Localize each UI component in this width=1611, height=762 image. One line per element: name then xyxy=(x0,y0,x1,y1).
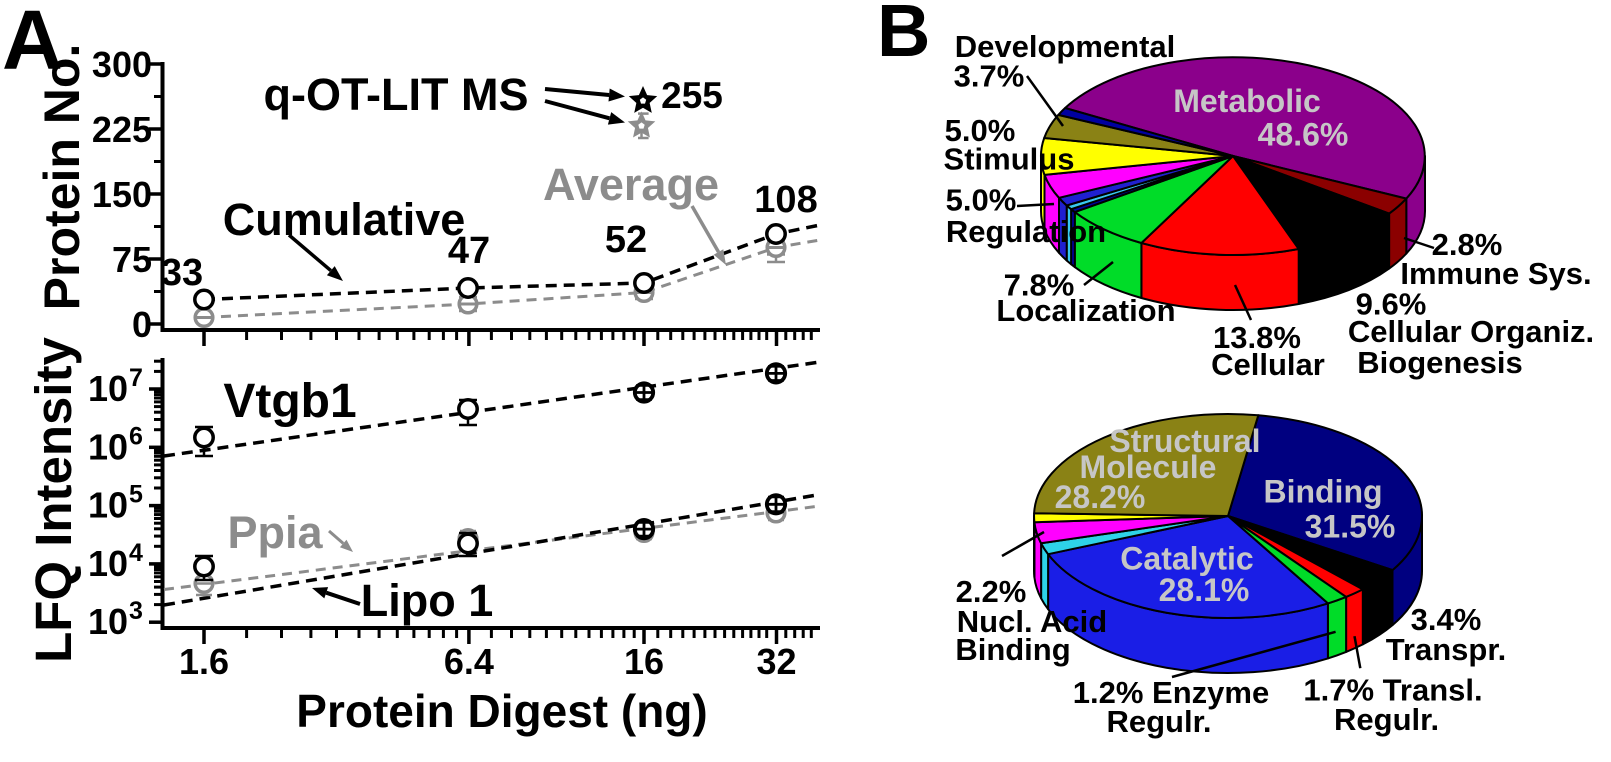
svg-text:28.1%: 28.1% xyxy=(1159,572,1250,608)
svg-text:Nucl. Acid: Nucl. Acid xyxy=(957,604,1107,639)
svg-text:Vtgb1: Vtgb1 xyxy=(223,375,356,428)
svg-text:2.2%: 2.2% xyxy=(956,574,1027,609)
svg-text:48.6%: 48.6% xyxy=(1258,117,1349,153)
svg-text:300: 300 xyxy=(92,44,152,85)
svg-text:Localization: Localization xyxy=(996,293,1175,328)
svg-text:3.4%: 3.4% xyxy=(1411,602,1482,637)
svg-text:5: 5 xyxy=(129,481,143,509)
svg-text:6.4: 6.4 xyxy=(444,641,494,682)
svg-text:Transpr.: Transpr. xyxy=(1386,632,1507,667)
svg-text:16: 16 xyxy=(624,641,664,682)
svg-text:Molecule: Molecule xyxy=(1080,449,1217,485)
svg-text:225: 225 xyxy=(92,109,152,150)
svg-text:10: 10 xyxy=(88,485,128,526)
svg-text:10: 10 xyxy=(88,601,128,642)
svg-text:Catalytic: Catalytic xyxy=(1120,541,1253,577)
svg-text:52: 52 xyxy=(605,219,647,261)
svg-text:B: B xyxy=(877,0,930,72)
svg-text:5.0%: 5.0% xyxy=(946,183,1017,218)
svg-text:10: 10 xyxy=(88,368,128,409)
svg-text:32: 32 xyxy=(756,641,796,682)
svg-text:5.0%: 5.0% xyxy=(945,113,1016,148)
svg-text:Regulation: Regulation xyxy=(946,214,1106,249)
svg-text:Ppia: Ppia xyxy=(227,507,323,558)
svg-text:Structural: Structural xyxy=(1109,423,1260,459)
svg-text:Regulr.: Regulr. xyxy=(1106,704,1211,739)
svg-text:2.8%: 2.8% xyxy=(1432,227,1503,262)
svg-text:255: 255 xyxy=(661,75,723,116)
svg-text:Metabolic: Metabolic xyxy=(1173,83,1321,119)
svg-text:Cumulative: Cumulative xyxy=(223,194,466,245)
svg-text:Stimulus: Stimulus xyxy=(944,142,1075,177)
svg-text:Cellular: Cellular xyxy=(1211,347,1325,382)
svg-text:Developmental: Developmental xyxy=(955,29,1176,64)
svg-text:9.6%: 9.6% xyxy=(1356,287,1427,322)
svg-text:Protein No.: Protein No. xyxy=(34,44,90,311)
svg-text:Immune Sys.: Immune Sys. xyxy=(1400,256,1591,291)
svg-text:q-OT-LIT MS: q-OT-LIT MS xyxy=(264,69,529,120)
svg-text:Average: Average xyxy=(543,159,719,210)
svg-text:10: 10 xyxy=(88,426,128,467)
svg-text:6: 6 xyxy=(129,422,143,450)
svg-text:3: 3 xyxy=(129,597,143,625)
svg-text:1.7% Transl.: 1.7% Transl. xyxy=(1303,673,1482,708)
svg-text:LFQ Intensity: LFQ Intensity xyxy=(25,336,82,662)
svg-text:Regulr.: Regulr. xyxy=(1334,702,1439,737)
svg-text:28.2%: 28.2% xyxy=(1055,479,1146,515)
svg-text:75: 75 xyxy=(112,239,152,280)
svg-text:47: 47 xyxy=(448,230,490,272)
svg-text:108: 108 xyxy=(754,179,817,221)
svg-text:4: 4 xyxy=(129,539,143,567)
svg-text:7: 7 xyxy=(129,364,143,392)
svg-text:13.8%: 13.8% xyxy=(1213,320,1301,355)
svg-text:Cellular Organiz.: Cellular Organiz. xyxy=(1348,314,1594,349)
svg-text:Binding: Binding xyxy=(1263,474,1382,510)
svg-text:10: 10 xyxy=(88,543,128,584)
svg-text:A: A xyxy=(2,0,63,87)
svg-text:Lipo 1: Lipo 1 xyxy=(361,575,494,626)
svg-text:150: 150 xyxy=(92,174,152,215)
svg-text:1.2% Enzyme: 1.2% Enzyme xyxy=(1073,675,1269,710)
svg-text:1.6: 1.6 xyxy=(179,641,229,682)
svg-text:31.5%: 31.5% xyxy=(1305,509,1396,545)
svg-text:3.7%: 3.7% xyxy=(954,59,1025,94)
svg-text:0: 0 xyxy=(132,304,152,345)
svg-text:Protein Digest (ng): Protein Digest (ng) xyxy=(296,685,707,737)
svg-text:Biogenesis: Biogenesis xyxy=(1357,345,1522,380)
svg-text:33: 33 xyxy=(161,252,203,294)
svg-text:Binding: Binding xyxy=(955,632,1070,667)
svg-text:7.8%: 7.8% xyxy=(1004,268,1075,303)
